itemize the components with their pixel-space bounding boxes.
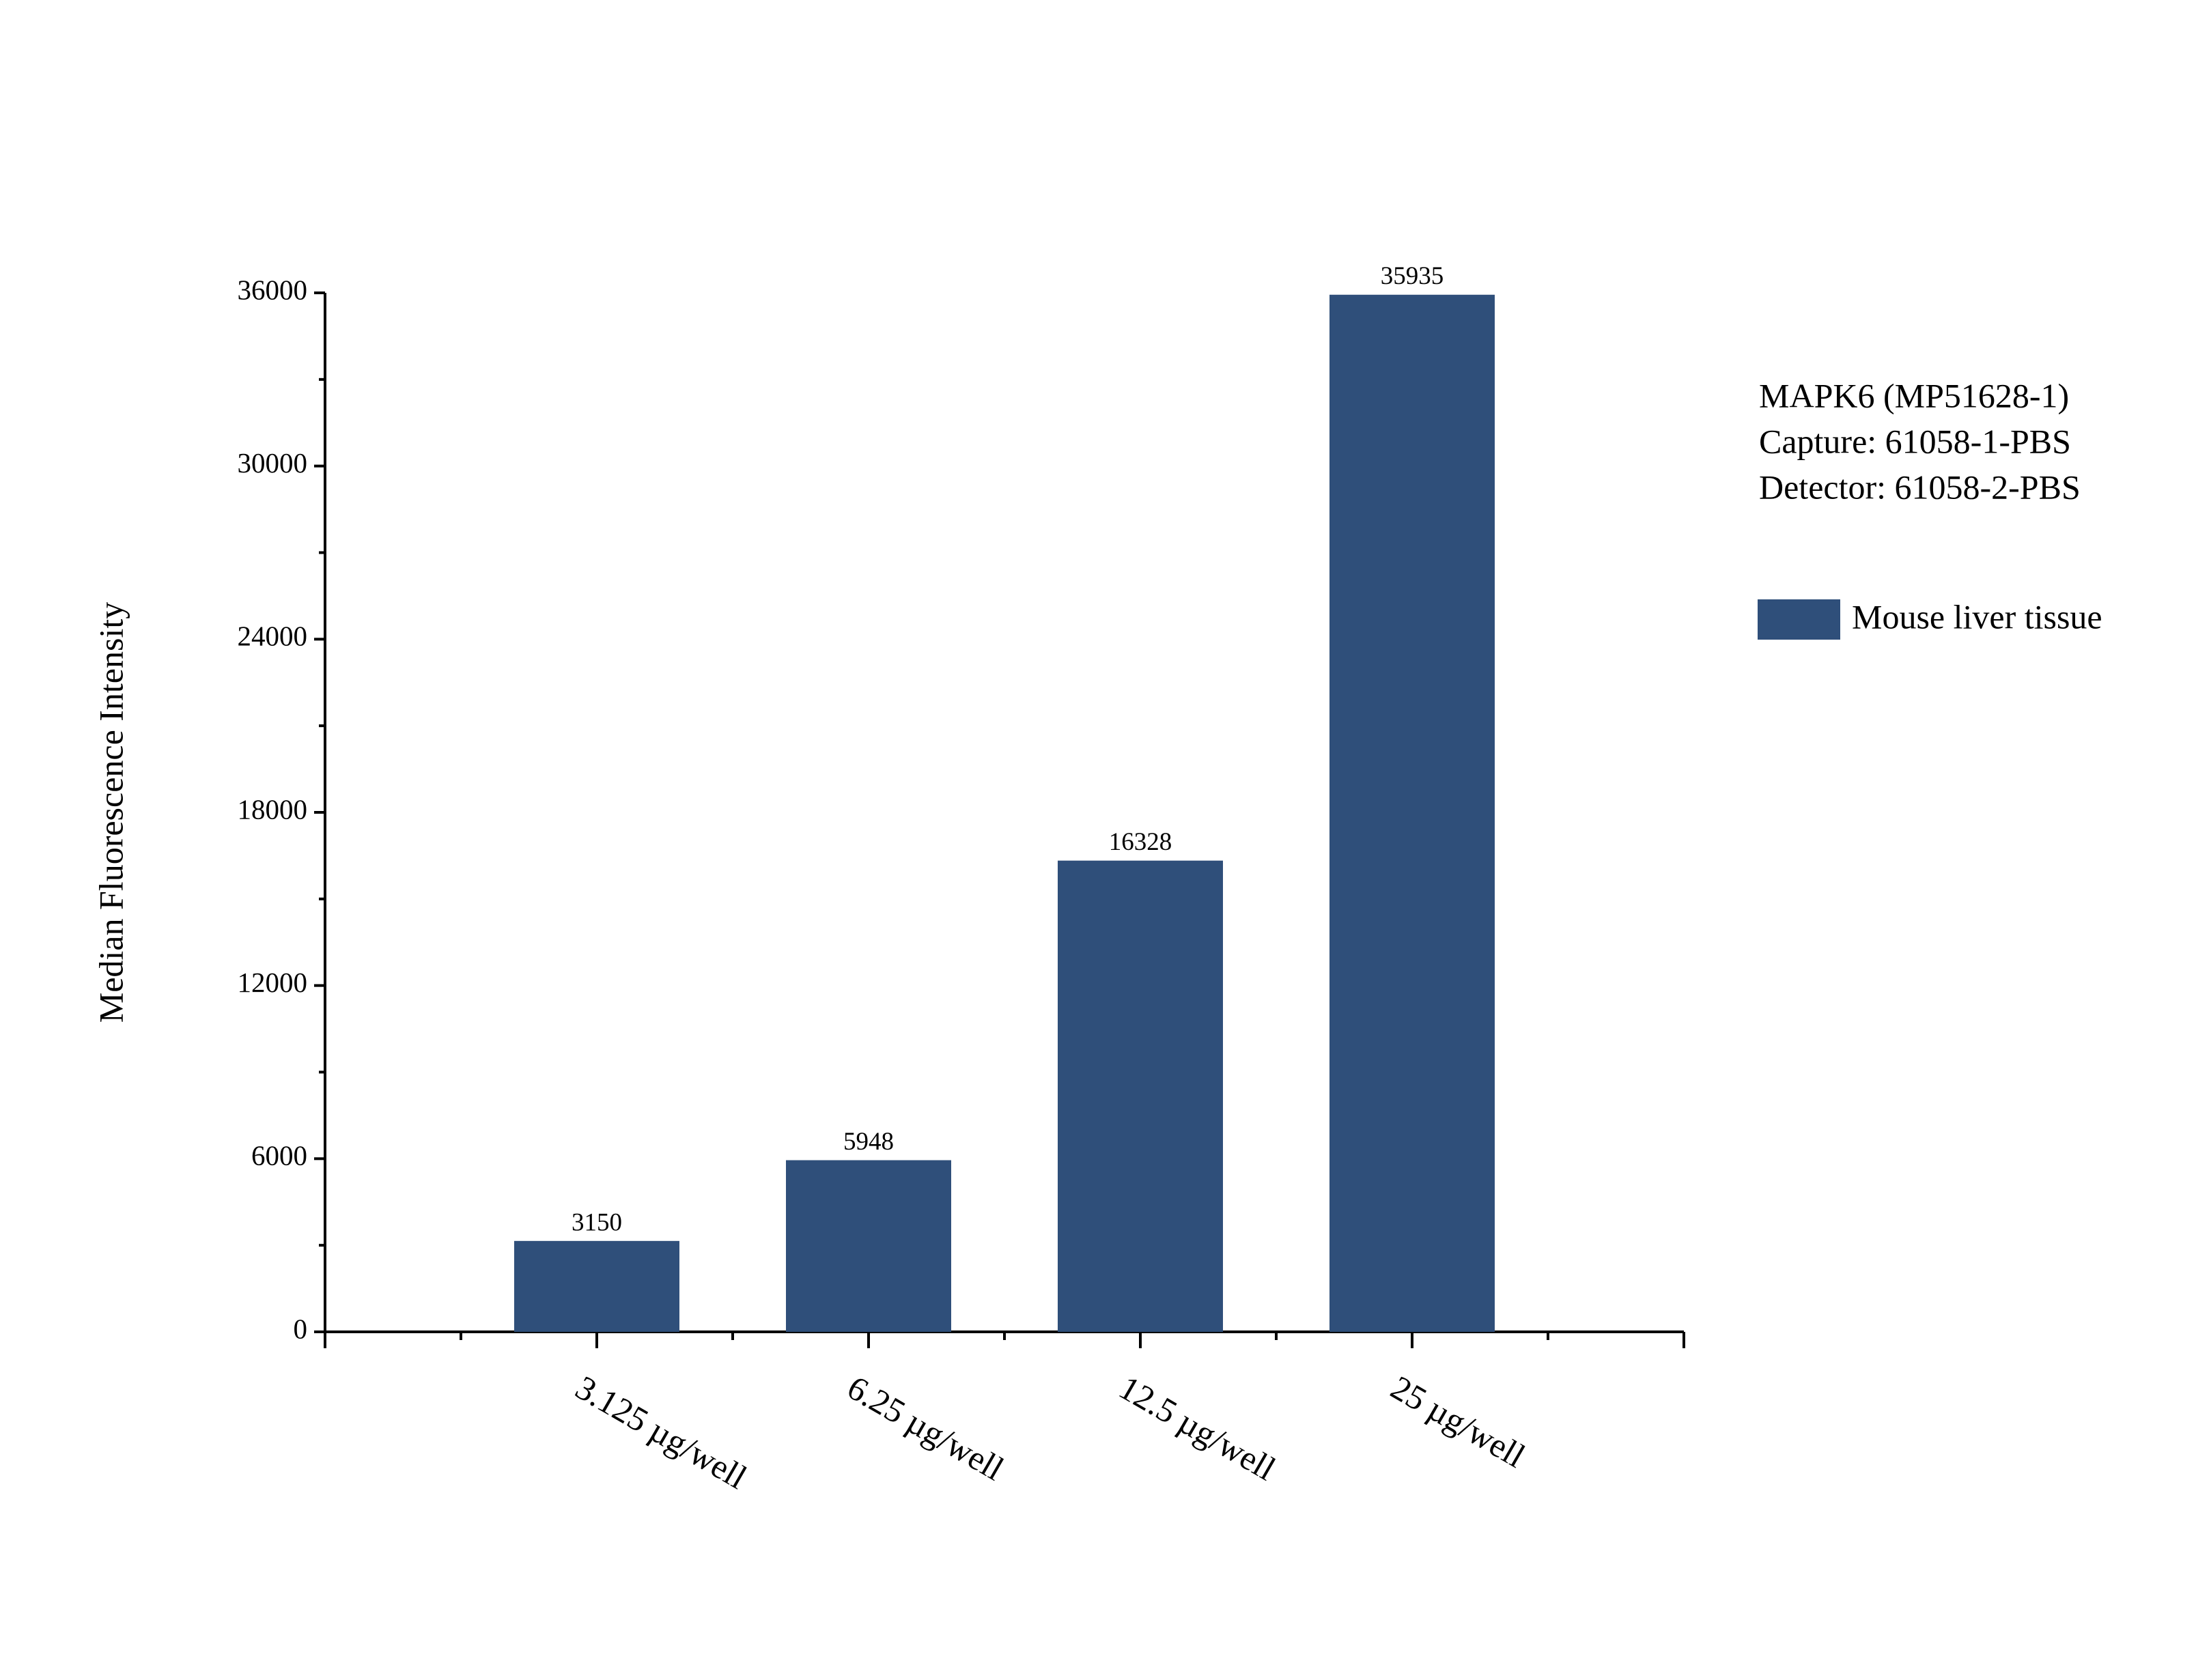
y-tick-label: 18000 [238, 793, 308, 825]
value-label: 5948 [843, 1128, 894, 1156]
annotation: Detector: 61058-2-PBS [1759, 468, 2081, 506]
legend-label: Mouse liver tissue [1852, 597, 2102, 636]
x-tick-label: 25 µg/well [1385, 1368, 1532, 1475]
y-tick-label: 36000 [238, 274, 308, 305]
y-axis-title: Median Fluorescence Intensity [92, 602, 130, 1023]
y-tick-label: 30000 [238, 447, 308, 479]
y-tick-label: 12000 [238, 967, 308, 998]
y-tick-label: 0 [294, 1313, 308, 1344]
value-label: 35935 [1381, 262, 1444, 290]
legend-swatch [1758, 599, 1840, 640]
bar [1329, 294, 1495, 1332]
x-tick-label: 3.125 µg/well [569, 1368, 753, 1496]
bar [514, 1240, 679, 1332]
bar [1058, 860, 1223, 1332]
x-tick-label: 6.25 µg/well [841, 1368, 1011, 1487]
value-label: 16328 [1109, 828, 1172, 856]
y-tick-label: 6000 [251, 1140, 307, 1171]
bar [786, 1160, 951, 1332]
x-tick-label: 12.5 µg/well [1113, 1368, 1282, 1487]
y-tick-label: 24000 [238, 621, 308, 652]
value-label: 3150 [572, 1208, 622, 1236]
annotation: MAPK6 (MP51628-1) [1759, 376, 2069, 414]
annotation: Capture: 61058-1-PBS [1759, 422, 2071, 460]
